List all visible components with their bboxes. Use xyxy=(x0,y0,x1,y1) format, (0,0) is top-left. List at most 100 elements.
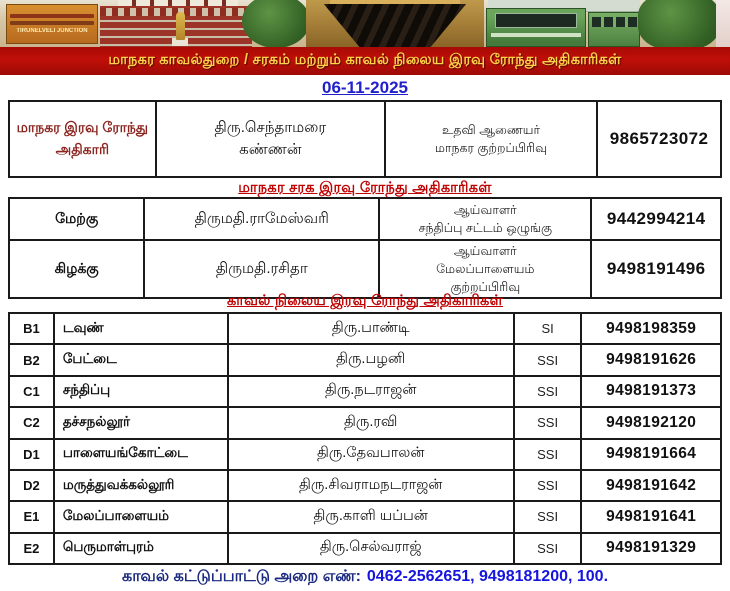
officer-name-line2: கண்ணன் xyxy=(239,141,302,158)
officer-phone-cell: 9498191373 xyxy=(580,374,722,409)
station-name-cell: டவுண் xyxy=(52,311,229,346)
rank-cell: SSI xyxy=(512,374,583,409)
rank-cell: SSI xyxy=(512,531,583,566)
table-row: மாநகர இரவு ரோந்து அதிகாரி திரு.செந்தாமரை… xyxy=(8,100,722,178)
officer-name-line1: திரு.செந்தாமரை xyxy=(214,118,327,136)
gopuram-top-step xyxy=(330,0,460,4)
bus-windshield xyxy=(495,13,577,28)
table-row: C2 தச்சநல்லூர் திரு.ரவி SSI 9498192120 xyxy=(8,406,722,440)
officer-phone-cell: 9442994214 xyxy=(590,197,722,241)
sign-text-blur-line xyxy=(10,21,94,25)
station-name-cell: சந்திப்பு xyxy=(52,374,229,409)
green-bus-front xyxy=(486,8,586,47)
station-roofline xyxy=(118,0,238,6)
designation-line1: ஆய்வாளர் xyxy=(453,202,517,217)
rank-cell: SSI xyxy=(512,406,583,440)
date-row: 06-11-2025 xyxy=(0,75,730,100)
gopuram-entrance xyxy=(323,4,467,47)
officer-designation-cell: ஆய்வாளர் சந்திப்பு சட்டம் ஒழுங்கு xyxy=(378,197,593,241)
station-name-cell: பாளையங்கோட்டை xyxy=(52,437,229,471)
station-code-cell: E1 xyxy=(8,500,55,534)
officer-phone-cell: 9498191642 xyxy=(580,468,722,503)
designation-line1: ஆய்வாளர் xyxy=(453,244,517,258)
officer-name-cell: திரு.செந்தாமரை கண்ணன் xyxy=(154,100,386,178)
statue-pedestal xyxy=(172,38,188,46)
zone-cell: மேற்கு xyxy=(7,197,146,241)
table-row: E1 மேலப்பாளையம் திரு.காளி யப்பன் SSI 949… xyxy=(8,500,722,534)
officer-phone-cell: 9498198359 xyxy=(580,311,722,346)
rank-cell: SSI xyxy=(512,343,583,377)
officer-phone-cell: 9865723072 xyxy=(596,100,722,178)
division-heading-text: மாநகர சரக இரவு ரோந்து அதிகாரிகள் xyxy=(238,180,492,196)
officer-designation-cell: ஆய்வாளர் மேலப்பாளையம் குற்றப்பிரிவு xyxy=(378,238,593,300)
officer-phone-cell: 9498191496 xyxy=(590,238,722,300)
officer-phone-cell: 9498191664 xyxy=(580,437,722,471)
rank-cell: SSI xyxy=(512,468,583,503)
officer-name-cell: திருமதி.ராமேஸ்வரி xyxy=(143,197,381,241)
officer-phone-cell: 9498191641 xyxy=(580,500,722,534)
division-officers-table: மேற்கு திருமதி.ராமேஸ்வரி ஆய்வாளர் சந்திப… xyxy=(7,197,722,300)
table-row: E2 பெருமாள்புரம் திரு.செல்வராஜ் SSI 9498… xyxy=(8,531,722,566)
temple-gopuram xyxy=(306,0,484,47)
officer-phone-cell: 9498191626 xyxy=(580,343,722,377)
station-code-cell: C2 xyxy=(8,406,55,440)
officer-designation-cell: உதவி ஆணையர் மாநகர குற்றப்பிரிவு xyxy=(383,100,599,178)
table-row: B2 பேட்டை திரு.பழனி SSI 9498191626 xyxy=(8,343,722,377)
tree xyxy=(242,0,310,47)
bus-stripe xyxy=(491,33,581,37)
officer-name-cell: திரு.பாண்டி xyxy=(226,311,515,346)
station-code-cell: C1 xyxy=(8,374,55,409)
bus-windows xyxy=(592,17,637,27)
officer-name-cell: திரு.ரவி xyxy=(226,406,515,440)
station-name-cell: பெருமாள்புரம் xyxy=(52,531,229,566)
rank-cell: SSI xyxy=(512,437,583,471)
designation-line2: மாநகர குற்றப்பிரிவு xyxy=(434,141,548,155)
table-row: மேற்கு திருமதி.ராமேஸ்வரி ஆய்வாளர் சந்திப… xyxy=(7,197,722,241)
page-title: மாநகர காவல்துறை / சரகம் மற்றும் காவல் நி… xyxy=(108,52,622,68)
station-officers-table: B1 டவுண் திரு.பாண்டி SI 9498198359 B2 பே… xyxy=(8,311,722,566)
green-bus-side xyxy=(588,12,640,47)
table-row: B1 டவுண் திரு.பாண்டி SI 9498198359 xyxy=(8,311,722,346)
station-sign-caption: TIRUNELVELI JUNCTION xyxy=(16,28,88,34)
table-row: C1 சந்திப்பு திரு.நடராஜன் SSI 9498191373 xyxy=(8,374,722,409)
control-room-label: காவல் கட்டுப்பாட்டு அறை எண்: xyxy=(121,568,361,585)
control-room-numbers: 0462-2562651, 9498181200, 100. xyxy=(366,568,609,585)
trees xyxy=(638,0,720,47)
station-code-cell: B1 xyxy=(8,311,55,346)
station-code-cell: D2 xyxy=(8,468,55,503)
rank-cell: SI xyxy=(512,311,583,346)
title-banner: மாநகர காவல்துறை / சரகம் மற்றும் காவல் நி… xyxy=(0,47,730,75)
station-heading-text: காவல் நிலைய இரவு ரோந்து அதிகாரிகள் xyxy=(226,293,504,309)
station-name-cell: தச்சநல்லூர் xyxy=(52,406,229,440)
officer-name-cell: திரு.காளி யப்பன் xyxy=(226,500,515,534)
date-link[interactable]: 06-11-2025 xyxy=(321,77,409,97)
officer-name-cell: திரு.செல்வராஜ் xyxy=(226,531,515,566)
station-code-cell: B2 xyxy=(8,343,55,377)
division-section-heading: மாநகர சரக இரவு ரோந்து அதிகாரிகள் xyxy=(0,179,730,198)
statue xyxy=(176,12,185,40)
rank-cell: SSI xyxy=(512,500,583,534)
station-section-heading: காவல் நிலைய இரவு ரோந்து அதிகாரிகள் xyxy=(0,292,730,311)
officer-name-cell: திரு.சிவராமநடராஜன் xyxy=(226,468,515,503)
officer-name-cell: திருமதி.ரசிதா xyxy=(143,238,381,300)
table-row: D1 பாளையங்கோட்டை திரு.தேவபாலன் SSI 94981… xyxy=(8,437,722,471)
designation-line2: சந்திப்பு சட்டம் ஒழுங்கு xyxy=(418,221,553,235)
station-name-cell: மருத்துவக்கல்லூரி xyxy=(52,468,229,503)
station-name-cell: மேலப்பாளையம் xyxy=(52,500,229,534)
header-photo: TIRUNELVELI JUNCTION xyxy=(0,0,730,47)
designation-line1: உதவி ஆணையர் xyxy=(442,122,540,137)
station-sign-board: TIRUNELVELI JUNCTION xyxy=(6,4,98,44)
station-name-cell: பேட்டை xyxy=(52,343,229,377)
designation-line3: குற்றப்பிரிவு xyxy=(450,280,521,295)
station-checker-band xyxy=(100,8,252,16)
table-row: கிழக்கு திருமதி.ரசிதா ஆய்வாளர் மேலப்பாளை… xyxy=(7,238,722,300)
officer-name-cell: திரு.நடராஜன் xyxy=(226,374,515,409)
officer-role-cell: மாநகர இரவு ரோந்து அதிகாரி xyxy=(8,100,157,178)
wall-edge xyxy=(716,0,730,47)
officer-name-cell: திரு.தேவபாலன் xyxy=(226,437,515,471)
station-code-cell: D1 xyxy=(8,437,55,471)
officer-phone-cell: 9498192120 xyxy=(580,406,722,440)
city-officer-table: மாநகர இரவு ரோந்து அதிகாரி திரு.செந்தாமரை… xyxy=(8,100,722,178)
designation-line2: மேலப்பாளையம் xyxy=(436,262,535,277)
